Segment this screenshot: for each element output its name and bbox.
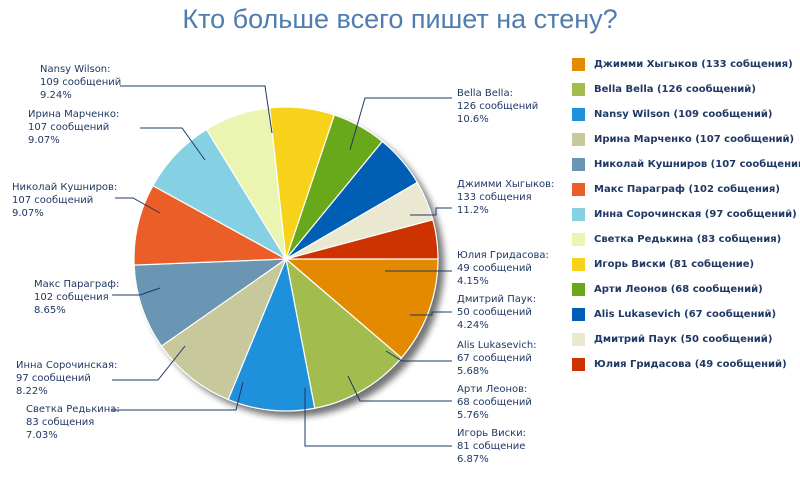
legend-item-11: Дмитрий Паук (50 сообщений)	[572, 327, 798, 352]
leader-line-0	[410, 207, 452, 216]
legend-item-0: Джимми Хыгыков (133 собщения)	[572, 52, 798, 77]
legend-swatch-1	[572, 83, 585, 96]
pie-slices	[133, 106, 439, 412]
chart-title: Кто больше всего пишет на стену?	[182, 4, 618, 34]
callout-label-8: Игорь Виски: 81 собщение 6.87%	[457, 428, 526, 465]
legend-label-6: Инна Сорочинская (97 сообщений)	[594, 209, 797, 220]
legend-label-11: Дмитрий Паук (50 сообщений)	[594, 334, 773, 345]
legend-swatch-7	[572, 233, 585, 246]
pie-slice-2	[227, 256, 316, 412]
legend-item-5: Макс Параграф (102 собщения)	[572, 177, 798, 202]
leader-line-2	[120, 85, 273, 134]
callout-label-2: Nansy Wilson: 109 сообщений 9.24%	[40, 64, 121, 101]
leader-line-10	[385, 350, 452, 362]
legend-item-10: Alis Lukasevich (67 сообщений)	[572, 302, 798, 327]
legend-swatch-6	[572, 208, 585, 221]
leader-line-11	[410, 311, 452, 316]
legend-swatch-10	[572, 308, 585, 321]
legend-label-4: Николай Кушниров (107 сообщений)	[594, 159, 800, 170]
pie-slice-4	[133, 258, 289, 347]
leader-line-4	[115, 197, 161, 214]
legend-label-2: Nansy Wilson (109 сообщений)	[594, 109, 773, 120]
leader-line-1	[349, 97, 452, 151]
legend-swatch-12	[572, 358, 585, 371]
legend-swatch-11	[572, 333, 585, 346]
legend-label-10: Alis Lukasevich (67 сообщений)	[594, 309, 777, 320]
leader-line-8	[304, 388, 452, 447]
legend-item-1: Bella Bella (126 сообщений)	[572, 77, 798, 102]
leader-line-9	[347, 375, 452, 402]
legend-label-1: Bella Bella (126 сообщений)	[594, 84, 756, 95]
legend-item-3: Ирина Марченко (107 сообщений)	[572, 127, 798, 152]
callout-label-11: Дмитрий Паук: 50 сообщений 4.24%	[457, 294, 536, 331]
pie-slice-12	[285, 219, 439, 260]
pie-slice-1	[285, 257, 403, 409]
legend-swatch-4	[572, 158, 585, 171]
legend-swatch-9	[572, 283, 585, 296]
legend-swatch-2	[572, 108, 585, 121]
callout-label-10: Alis Lukasevich: 67 сообщений 5.68%	[457, 340, 537, 377]
leader-line-5	[112, 287, 161, 296]
legend-item-8: Игорь Виски (81 собщение)	[572, 252, 798, 277]
leader-line-7	[112, 381, 244, 411]
callout-label-9: Арти Леонов: 68 сообщений 5.76%	[457, 384, 532, 421]
callout-label-0: Джимми Хыгыков: 133 собщения 11.2%	[457, 179, 554, 216]
callout-label-6: Инна Сорочинская: 97 сообщений 8.22%	[16, 360, 117, 397]
pie-slice-3	[160, 257, 288, 401]
legend-swatch-0	[572, 58, 585, 71]
pie-slice-0	[284, 258, 439, 359]
pie-slice-5	[133, 184, 289, 266]
legend-label-12: Юлия Гридасова (49 сообщений)	[594, 359, 787, 370]
leader-line-3	[140, 127, 206, 161]
legend-swatch-5	[572, 183, 585, 196]
legend-label-9: Арти Леонов (68 сообщений)	[594, 284, 763, 295]
legend-label-7: Светка Редькина (83 собщения)	[594, 234, 782, 245]
legend-label-3: Ирина Марченко (107 сообщений)	[594, 134, 795, 145]
legend-item-7: Светка Редькина (83 собщения)	[572, 227, 798, 252]
callout-label-3: Ирина Марченко: 107 сообщений 9.07%	[28, 109, 119, 146]
pie-callouts: Джимми Хыгыков: 133 собщения 11.2% Bella Be…	[12, 64, 554, 465]
legend-label-8: Игорь Виски (81 собщение)	[594, 259, 755, 270]
callout-label-12: Юлия Гридасова: 49 сообщений 4.15%	[457, 250, 549, 287]
legend-item-2: Nansy Wilson (109 сообщений)	[572, 102, 798, 127]
legend-label-5: Макс Параграф (102 собщения)	[594, 184, 780, 195]
legend-item-12: Юлия Гридасова (49 сообщений)	[572, 352, 798, 377]
legend-label-0: Джимми Хыгыков (133 собщения)	[594, 59, 793, 70]
leader-line-6	[112, 345, 186, 381]
legend-item-4: Николай Кушниров (107 сообщений)	[572, 152, 800, 177]
legend-item-9: Арти Леонов (68 сообщений)	[572, 277, 798, 302]
callout-label-5: Макс Параграф: 102 собщения 8.65%	[34, 279, 119, 316]
callout-label-7: Светка Редькина: 83 собщения 7.03%	[26, 404, 120, 441]
callout-label-1: Bella Bella: 126 сообщений 10.6%	[457, 88, 538, 125]
legend-swatch-3	[572, 133, 585, 146]
legend-swatch-8	[572, 258, 585, 271]
callout-label-4: Николай Кушниров: 107 сообщений 9.07%	[12, 182, 117, 219]
legend-item-6: Инна Сорочинская (97 сообщений)	[572, 202, 798, 227]
chart-legend: Джимми Хыгыков (133 собщения) Bella Bella…	[572, 52, 800, 377]
